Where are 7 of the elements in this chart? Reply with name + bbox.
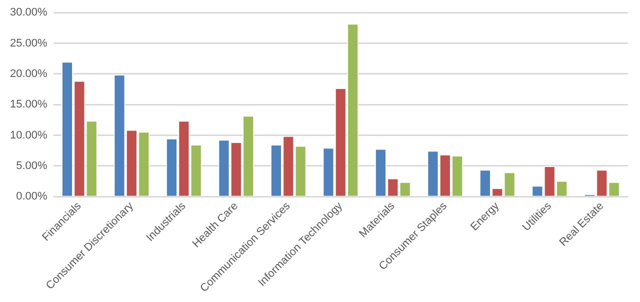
y-tick-label: 5.00% [16, 160, 48, 172]
y-tick-label: 10.00% [10, 129, 48, 142]
y-tick-label: 15.00% [10, 98, 48, 111]
y-tick-label: 25.00% [10, 37, 48, 50]
y-tick-label: 0.00% [16, 190, 48, 203]
y-tick-label: 20.00% [10, 68, 48, 80]
y-tick-label: 30.00% [10, 6, 48, 19]
